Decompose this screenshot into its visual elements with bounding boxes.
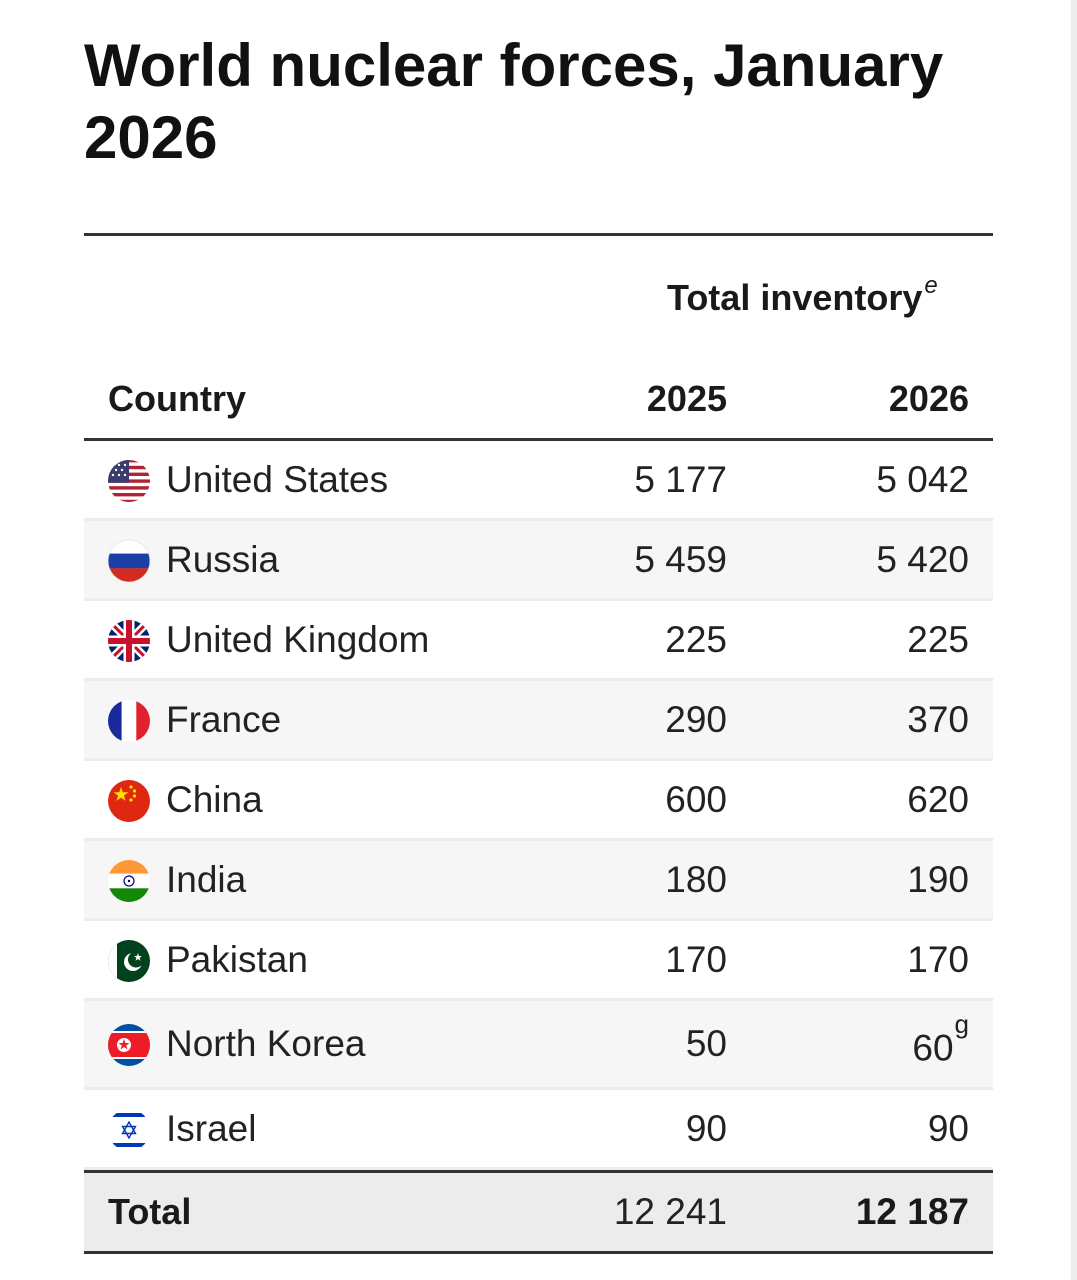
group-header: Total inventorye — [84, 236, 993, 344]
total-2026: 12 187 — [855, 1191, 969, 1232]
north-korea-flag-icon — [108, 1024, 150, 1066]
russia-flag-icon — [107, 539, 151, 583]
table-row: Russia 5 459 5 420 — [84, 521, 993, 601]
value-2026: 190 — [907, 859, 969, 900]
china-flag-icon — [108, 780, 150, 822]
value-2026: 90 — [927, 1108, 969, 1149]
table-row: North Korea 50 60g — [84, 1001, 993, 1090]
value-2026: 170 — [907, 939, 969, 980]
value-2025: 5 177 — [634, 459, 727, 500]
table-row: France 290 370 — [84, 681, 993, 761]
country-name: France — [166, 699, 282, 740]
value-2026: 60g — [912, 1009, 969, 1069]
group-header-label: Total inventorye — [667, 272, 938, 319]
total-label: Total — [108, 1191, 192, 1232]
value-2026: 5 420 — [876, 539, 969, 580]
footnote-marker: g — [954, 1009, 969, 1039]
value-2026: 370 — [907, 699, 969, 740]
page-title: World nuclear forces, January 2026 — [84, 32, 944, 171]
value-2025: 600 — [665, 779, 727, 820]
table-row: Pakistan 170 170 — [84, 921, 993, 1001]
value-2025: 170 — [665, 939, 727, 980]
group-header-note: e — [924, 272, 938, 299]
total-2025: 12 241 — [613, 1191, 727, 1232]
nuclear-forces-table: Total inventorye Country 2025 2026 Unite… — [84, 233, 993, 1254]
table-row: United States 5 177 5 042 — [84, 441, 993, 521]
table-row: India 180 190 — [84, 841, 993, 921]
value-2026: 620 — [907, 779, 969, 820]
value-2025: 5 459 — [634, 539, 727, 580]
group-header-text: Total inventory — [667, 277, 923, 318]
value-2026: 5 042 — [876, 459, 969, 500]
value-2026-number: 60 — [912, 1027, 954, 1069]
value-2025: 180 — [665, 859, 727, 900]
value-2026: 225 — [907, 619, 969, 660]
column-headers: Country 2025 2026 — [84, 344, 993, 441]
country-name: Israel — [166, 1108, 257, 1149]
column-header-2025: 2025 — [646, 378, 727, 419]
israel-flag-icon — [108, 1109, 150, 1151]
country-name: China — [166, 779, 263, 820]
table-row: China 600 620 — [84, 761, 993, 841]
country-name: India — [166, 859, 247, 900]
table-row: United Kingdom 225 225 — [84, 601, 993, 681]
column-header-2026: 2026 — [888, 378, 969, 419]
pakistan-flag-icon — [108, 940, 150, 982]
value-2025: 290 — [665, 699, 727, 740]
france-flag-icon — [108, 700, 150, 742]
table-row: Israel 90 90 — [84, 1090, 993, 1170]
uk-flag-icon — [108, 620, 150, 662]
value-2025: 225 — [665, 619, 727, 660]
page-edge — [1071, 0, 1077, 1280]
country-name: Russia — [166, 539, 280, 580]
india-flag-icon — [108, 860, 150, 902]
value-2025: 50 — [685, 1023, 727, 1064]
country-name: Pakistan — [166, 939, 308, 980]
us-flag-icon — [108, 460, 150, 502]
country-name: United Kingdom — [166, 619, 430, 660]
table-top-rule — [84, 233, 993, 236]
column-header-country: Country — [108, 378, 246, 419]
country-name: United States — [166, 459, 389, 500]
country-name: North Korea — [166, 1023, 366, 1064]
total-row: Total 12 241 12 187 — [84, 1170, 993, 1254]
value-2025: 90 — [685, 1108, 727, 1149]
